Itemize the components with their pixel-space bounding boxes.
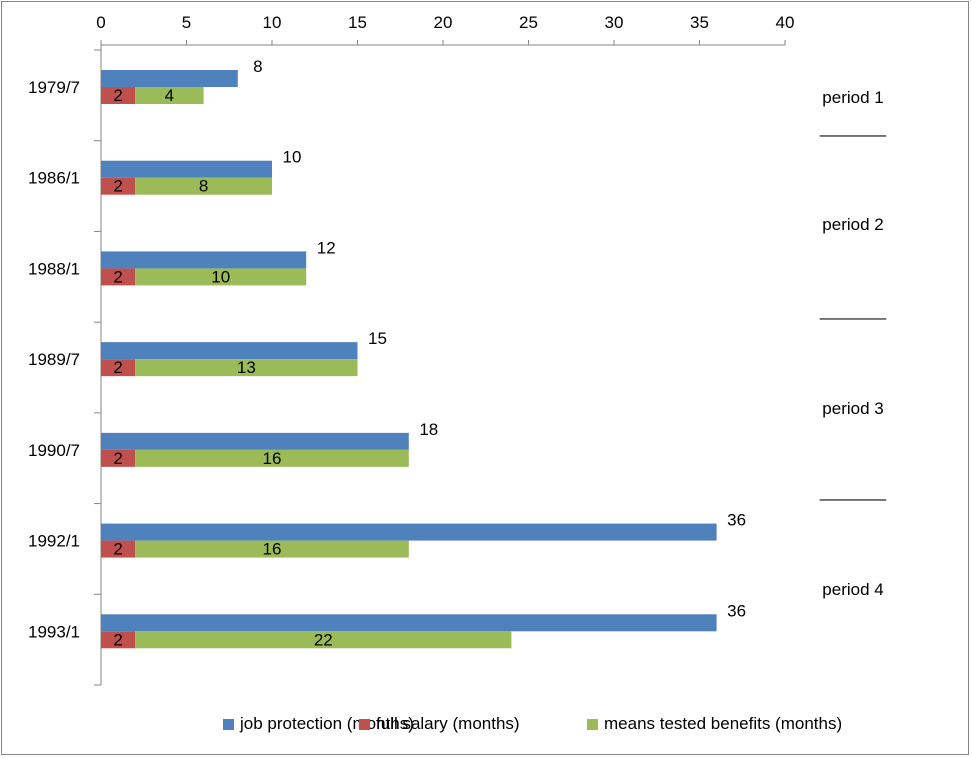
y-tick-label: 1986/1: [28, 169, 80, 188]
bar-full-salary: [101, 268, 136, 286]
x-tick-label: 20: [434, 13, 453, 32]
legend-swatch-means-tested: [587, 718, 598, 730]
bar-means-tested: [135, 268, 307, 286]
bar-full-salary: [101, 87, 136, 104]
bar-means-tested: [135, 359, 358, 377]
data-label-means-tested: 4: [165, 86, 174, 105]
data-label-full-salary: 2: [113, 630, 122, 649]
bar-means-tested: [135, 449, 409, 467]
bar-full-salary: [101, 359, 136, 377]
bar-means-tested: [135, 177, 272, 195]
bar-means-tested: [135, 87, 204, 104]
x-tick-label: 40: [776, 13, 795, 32]
bar-full-salary: [101, 540, 136, 558]
legend-swatch-full-salary: [359, 718, 370, 730]
data-label-job-protection: 12: [317, 238, 336, 257]
bar-full-salary: [101, 631, 136, 649]
period-annotation: period 1: [822, 88, 883, 107]
bar-job-protection: [101, 160, 272, 178]
legend: job protection (months) full salary (mon…: [0, 712, 972, 736]
bar-means-tested: [135, 631, 512, 649]
period-annotation: _______: [819, 482, 887, 501]
period-annotation: period 2: [822, 215, 883, 234]
bar-full-salary: [101, 449, 136, 467]
data-label-full-salary: 2: [113, 449, 122, 468]
bar-job-protection: [101, 342, 358, 360]
data-label-full-salary: 2: [113, 358, 122, 377]
data-label-means-tested: 16: [263, 540, 282, 559]
data-label-full-salary: 2: [113, 540, 122, 559]
x-tick-label: 15: [348, 13, 367, 32]
data-label-full-salary: 2: [113, 177, 122, 196]
bar-job-protection: [101, 251, 307, 269]
data-label-means-tested: 10: [211, 267, 230, 286]
y-tick-label: 1993/1: [28, 622, 80, 641]
x-tick-label: 0: [96, 13, 105, 32]
bar-job-protection: [101, 432, 409, 450]
data-label-job-protection: 18: [419, 420, 438, 439]
legend-label-job-protection: job protection (months): [240, 714, 414, 733]
bar-full-salary: [101, 177, 136, 195]
y-tick-label: 1989/7: [28, 350, 80, 369]
data-label-means-tested: 13: [237, 358, 256, 377]
data-label-job-protection: 36: [727, 511, 746, 530]
y-tick-label: 1990/7: [28, 441, 80, 460]
legend-swatch-job-protection: [223, 718, 234, 730]
x-tick-label: 35: [690, 13, 709, 32]
legend-item-full-salary: full salary (months): [359, 712, 520, 736]
bar-job-protection: [101, 523, 717, 541]
data-label-full-salary: 2: [113, 86, 122, 105]
y-tick-label: 1992/1: [28, 532, 80, 551]
x-tick-label: 30: [605, 13, 624, 32]
data-label-full-salary: 2: [113, 267, 122, 286]
bar-job-protection: [101, 70, 238, 87]
legend-item-means-tested: means tested benefits (months): [587, 712, 842, 736]
x-tick-label: 10: [263, 13, 282, 32]
legend-item-job-protection: job protection (months): [223, 712, 414, 736]
x-tick-label: 25: [519, 13, 538, 32]
period-annotation: _______: [819, 301, 887, 320]
data-label-job-protection: 15: [368, 329, 387, 348]
bar-means-tested: [135, 540, 409, 558]
bar-job-protection: [101, 614, 717, 632]
data-label-job-protection: 10: [283, 148, 302, 167]
period-annotation: _______: [819, 118, 887, 137]
data-label-job-protection: 36: [727, 601, 746, 620]
y-tick-label: 1979/7: [28, 78, 80, 97]
data-label-means-tested: 22: [314, 630, 333, 649]
data-label-job-protection: 8: [253, 57, 262, 76]
period-annotation: period 3: [822, 399, 883, 418]
data-label-means-tested: 8: [199, 177, 208, 196]
period-annotation: period 4: [822, 580, 883, 599]
legend-label-means-tested: means tested benefits (months): [604, 714, 843, 733]
y-tick-label: 1988/1: [28, 259, 80, 278]
legend-label-full-salary: full salary (months): [376, 714, 520, 733]
data-label-means-tested: 16: [263, 449, 282, 468]
x-tick-label: 5: [182, 13, 191, 32]
